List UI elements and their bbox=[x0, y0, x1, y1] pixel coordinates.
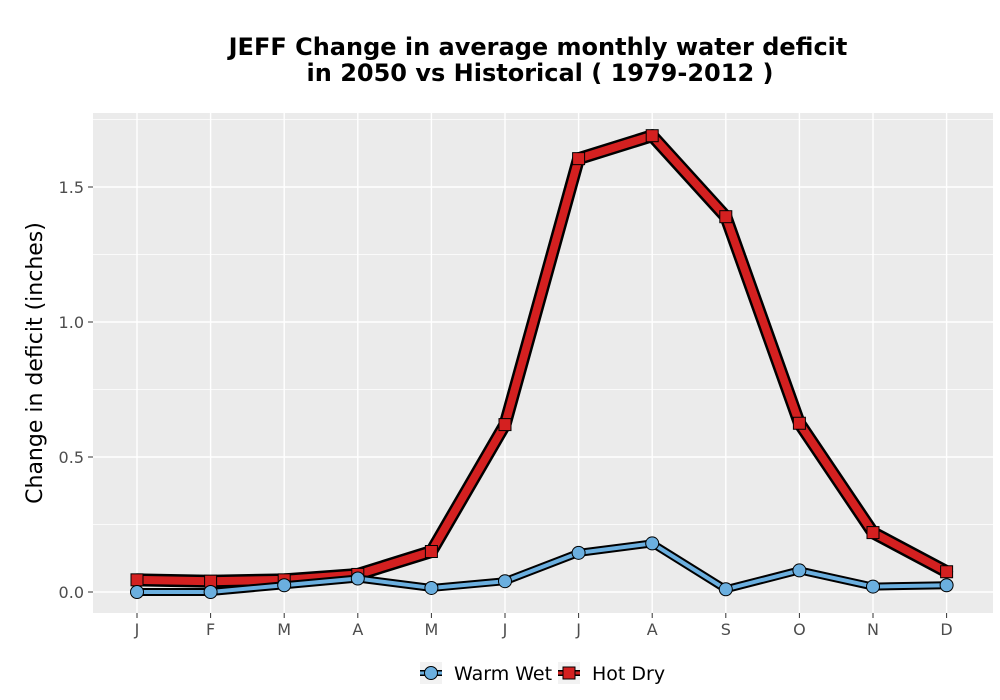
y-tick-label: 0.5 bbox=[59, 448, 84, 467]
x-tick-label: M bbox=[277, 620, 291, 639]
data-point-square bbox=[130, 573, 144, 587]
data-point-circle bbox=[571, 545, 586, 560]
legend-key-square bbox=[562, 666, 576, 680]
x-tick-label: S bbox=[721, 620, 731, 639]
data-point-circle bbox=[130, 585, 144, 599]
data-point-circle bbox=[866, 579, 880, 594]
data-point-square bbox=[572, 152, 586, 166]
data-point-square bbox=[866, 526, 880, 540]
data-point-square bbox=[792, 416, 806, 430]
y-axis-title: Change in deficit (inches) bbox=[23, 222, 48, 504]
legend-label: Warm Wet bbox=[454, 663, 552, 685]
y-tick-label: 0.0 bbox=[59, 583, 84, 602]
data-point-square bbox=[645, 129, 659, 143]
data-point-circle bbox=[498, 574, 512, 589]
x-tick-label: A bbox=[647, 620, 658, 639]
series-line bbox=[135, 541, 949, 594]
y-tick-label: 1.5 bbox=[59, 178, 84, 197]
x-tick-label: J bbox=[502, 620, 508, 639]
y-tick-label: 1.0 bbox=[59, 313, 84, 332]
data-point-square bbox=[424, 545, 438, 558]
data-point-circle bbox=[203, 585, 218, 599]
data-point-circle bbox=[792, 563, 807, 578]
x-tick-label: J bbox=[575, 620, 581, 639]
plot-panel bbox=[93, 113, 993, 613]
data-point-square bbox=[719, 210, 733, 224]
legend: Warm Wet Hot Dry bbox=[420, 662, 665, 685]
data-point-square bbox=[940, 565, 954, 579]
x-tick-label: D bbox=[940, 620, 952, 639]
chart-subtitle: in 2050 vs Historical ( 1979-2012 ) bbox=[306, 59, 774, 87]
data-point-circle bbox=[718, 582, 733, 597]
x-tick-label: N bbox=[867, 620, 879, 639]
x-tick-label: F bbox=[206, 620, 215, 639]
axes: 0.0 0.5 1.0 1.5 J F M A M J J A S O N D bbox=[59, 178, 953, 639]
x-tick-label: A bbox=[352, 620, 363, 639]
legend-key-circle bbox=[424, 666, 438, 680]
chart-title: JEFF Change in average monthly water def… bbox=[228, 33, 848, 61]
x-tick-label: J bbox=[134, 620, 140, 639]
data-point-circle bbox=[424, 580, 439, 595]
data-point-square bbox=[498, 418, 512, 432]
series-layer bbox=[130, 129, 954, 599]
data-point-circle bbox=[277, 578, 292, 593]
series-line bbox=[133, 131, 951, 586]
x-tick-label: M bbox=[424, 620, 438, 639]
legend-label: Hot Dry bbox=[592, 663, 665, 685]
x-tick-label: O bbox=[793, 620, 806, 639]
data-point-circle bbox=[939, 578, 954, 593]
data-point-circle bbox=[645, 536, 660, 551]
data-point-circle bbox=[350, 571, 365, 586]
